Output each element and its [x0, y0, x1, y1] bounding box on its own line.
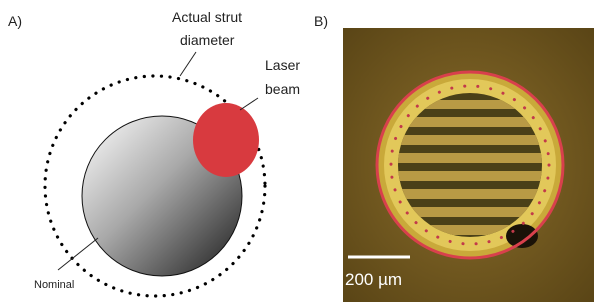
laser-beam-spot — [193, 103, 259, 177]
annotation: Laser — [265, 57, 300, 73]
annotation: beam — [265, 81, 300, 97]
scale-bar-label: 200 µm — [345, 270, 402, 289]
leader-line — [180, 52, 196, 76]
micrograph — [343, 28, 594, 302]
leader-line — [240, 98, 258, 110]
figure: A) Actual strut diameter Laser beam Nomi… — [0, 0, 594, 302]
annotation: diameter — [180, 32, 235, 48]
annotation: Actual strut — [172, 9, 242, 25]
panel-label: A) — [8, 13, 22, 29]
panel-label: B) — [314, 13, 328, 29]
annotation: Nominal — [34, 279, 74, 291]
